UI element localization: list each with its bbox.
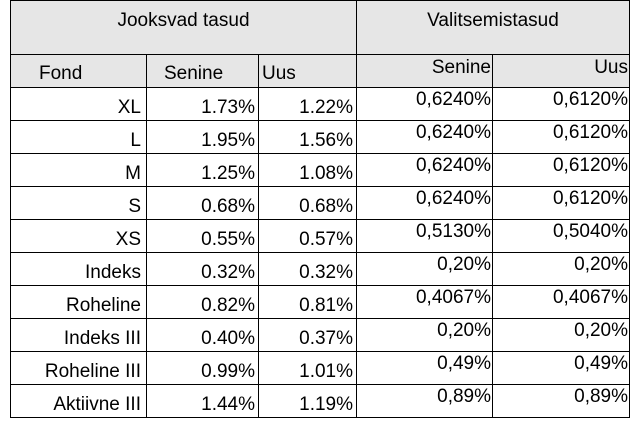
management-new-cell: 0,20% — [492, 318, 630, 352]
column-header-row: Fond Senine Uus Senine Uus — [10, 54, 630, 88]
fee-table: Jooksvad tasud Valitsemistasud Fond Seni… — [10, 0, 630, 418]
group-header-management-fees: Valitsemistasud — [356, 0, 630, 55]
management-new-cell: 0,6120% — [492, 186, 630, 220]
table-row: Roheline III 0.99% 1.01% 0,49% 0,49% — [10, 351, 630, 385]
running-current-cell: 0.68% — [146, 186, 259, 220]
management-current-cell: 0,49% — [356, 351, 493, 385]
table-row: Indeks 0.32% 0.32% 0,20% 0,20% — [10, 252, 630, 286]
management-new-cell: 0,89% — [492, 384, 630, 418]
column-header-management-current: Senine — [356, 54, 493, 88]
running-new-cell: 0.81% — [258, 285, 357, 319]
table-row: Aktiivne III 1.44% 1.19% 0,89% 0,89% — [10, 384, 630, 418]
column-header-fund: Fond — [10, 54, 147, 88]
running-new-cell: 1.19% — [258, 384, 357, 418]
running-current-cell: 0.40% — [146, 318, 259, 352]
fund-name-cell: Aktiivne III — [10, 384, 147, 418]
running-new-cell: 0.57% — [258, 219, 357, 253]
running-current-cell: 0.55% — [146, 219, 259, 253]
running-new-cell: 0.32% — [258, 252, 357, 286]
management-new-cell: 0,6120% — [492, 153, 630, 187]
group-header-row: Jooksvad tasud Valitsemistasud — [10, 0, 630, 55]
running-current-cell: 1.73% — [146, 87, 259, 121]
running-new-cell: 0.37% — [258, 318, 357, 352]
running-new-cell: 1.08% — [258, 153, 357, 187]
column-header-management-new: Uus — [492, 54, 630, 88]
management-new-cell: 0,20% — [492, 252, 630, 286]
management-current-cell: 0,6240% — [356, 120, 493, 154]
fund-name-cell: M — [10, 153, 147, 187]
management-current-cell: 0,5130% — [356, 219, 493, 253]
management-current-cell: 0,6240% — [356, 153, 493, 187]
fund-name-cell: L — [10, 120, 147, 154]
management-current-cell: 0,6240% — [356, 87, 493, 121]
management-current-cell: 0,89% — [356, 384, 493, 418]
management-new-cell: 0,4067% — [492, 285, 630, 319]
management-current-cell: 0,6240% — [356, 186, 493, 220]
table-row: Indeks III 0.40% 0.37% 0,20% 0,20% — [10, 318, 630, 352]
management-new-cell: 0,5040% — [492, 219, 630, 253]
table-row: M 1.25% 1.08% 0,6240% 0,6120% — [10, 153, 630, 187]
running-current-cell: 0.32% — [146, 252, 259, 286]
table-row: XS 0.55% 0.57% 0,5130% 0,5040% — [10, 219, 630, 253]
management-current-cell: 0,20% — [356, 318, 493, 352]
management-new-cell: 0,6120% — [492, 120, 630, 154]
fund-name-cell: Roheline — [10, 285, 147, 319]
running-current-cell: 1.95% — [146, 120, 259, 154]
running-current-cell: 0.99% — [146, 351, 259, 385]
running-new-cell: 1.01% — [258, 351, 357, 385]
column-header-running-current: Senine — [146, 54, 259, 88]
table-row: L 1.95% 1.56% 0,6240% 0,6120% — [10, 120, 630, 154]
fund-name-cell: Indeks — [10, 252, 147, 286]
fund-name-cell: XL — [10, 87, 147, 121]
management-new-cell: 0,49% — [492, 351, 630, 385]
management-current-cell: 0,20% — [356, 252, 493, 286]
management-new-cell: 0,6120% — [492, 87, 630, 121]
fund-name-cell: XS — [10, 219, 147, 253]
management-current-cell: 0,4067% — [356, 285, 493, 319]
fund-name-cell: Roheline III — [10, 351, 147, 385]
running-current-cell: 0.82% — [146, 285, 259, 319]
running-new-cell: 0.68% — [258, 186, 357, 220]
fund-name-cell: S — [10, 186, 147, 220]
table-row: Roheline 0.82% 0.81% 0,4067% 0,4067% — [10, 285, 630, 319]
group-header-running-fees: Jooksvad tasud — [10, 0, 357, 55]
table-row: S 0.68% 0.68% 0,6240% 0,6120% — [10, 186, 630, 220]
running-current-cell: 1.44% — [146, 384, 259, 418]
fund-name-cell: Indeks III — [10, 318, 147, 352]
column-header-running-new: Uus — [258, 54, 357, 88]
table-row: XL 1.73% 1.22% 0,6240% 0,6120% — [10, 87, 630, 121]
running-current-cell: 1.25% — [146, 153, 259, 187]
running-new-cell: 1.22% — [258, 87, 357, 121]
running-new-cell: 1.56% — [258, 120, 357, 154]
